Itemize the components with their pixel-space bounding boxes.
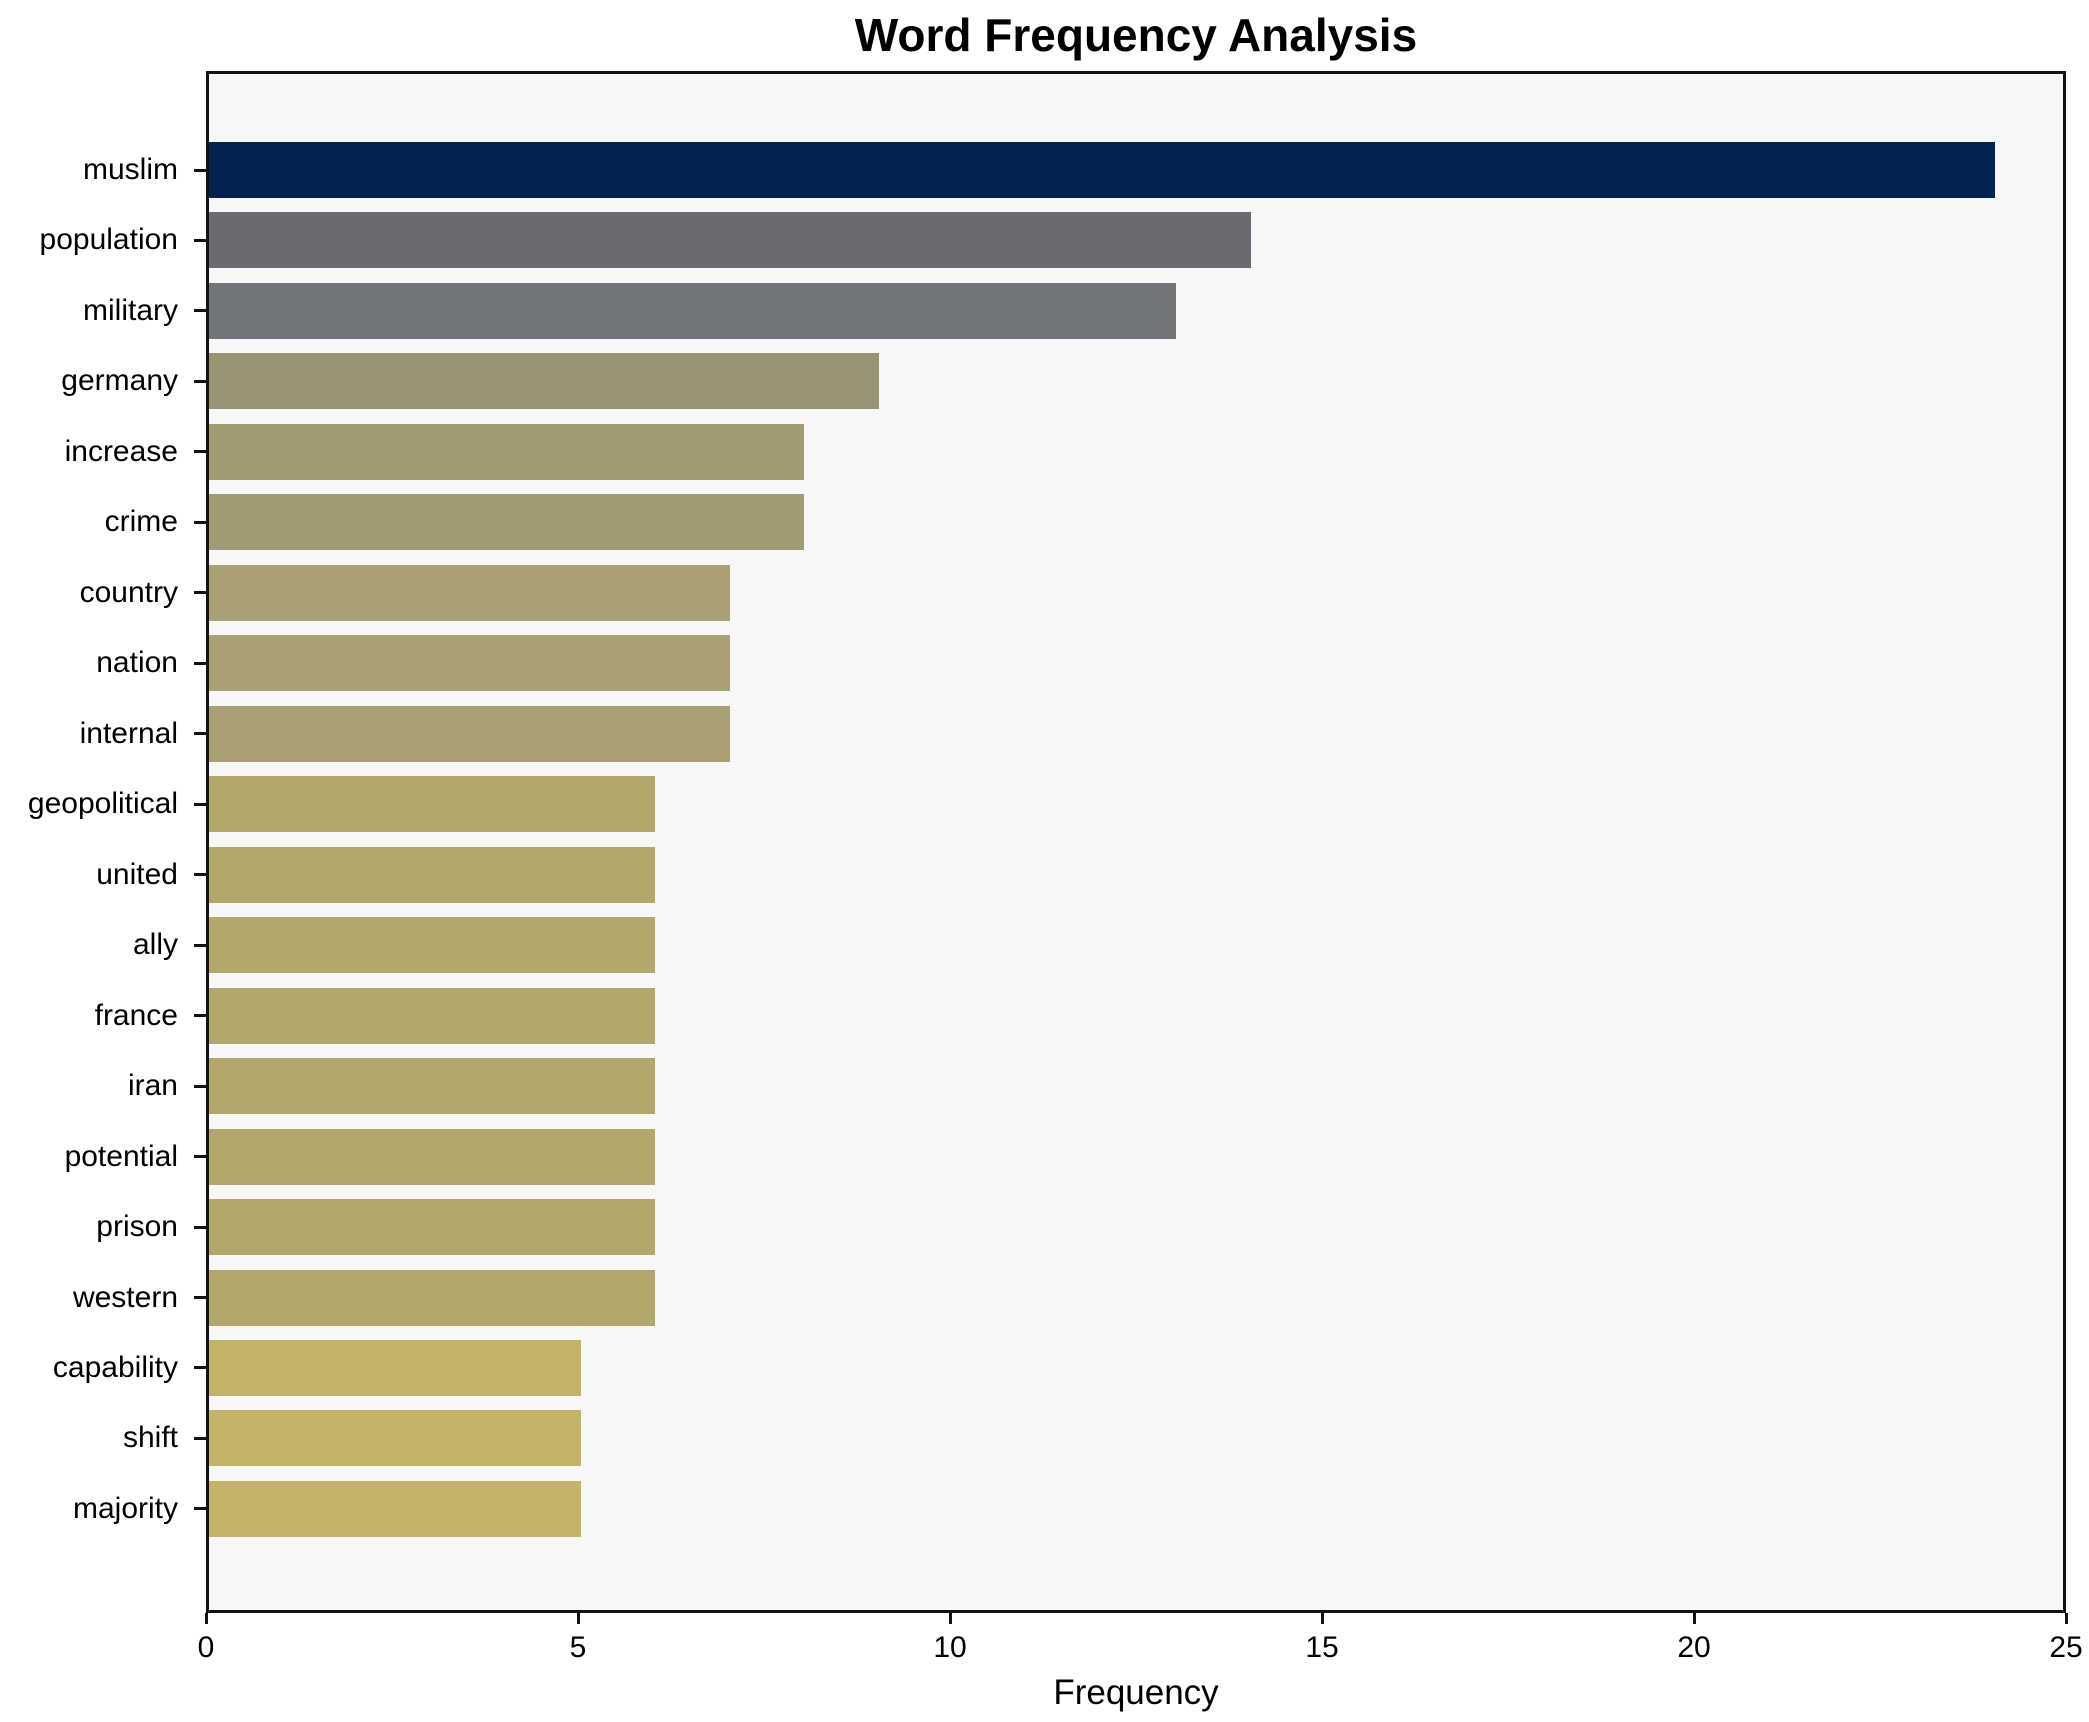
y-tick-label-capability: capability <box>52 1350 178 1384</box>
y-tick-label-crime: crime <box>104 505 178 539</box>
y-tick-mark <box>194 1436 206 1440</box>
y-tick-mark <box>194 802 206 806</box>
bar-prison <box>209 1199 656 1256</box>
bar-iran <box>209 1058 656 1115</box>
y-tick-mark <box>194 1366 206 1370</box>
bar-united <box>209 846 656 903</box>
y-tick-label-united: united <box>96 857 178 891</box>
y-tick-label-geopolitical: geopolitical <box>27 787 178 821</box>
bar-capability <box>209 1339 581 1396</box>
bar-potential <box>209 1128 656 1185</box>
y-tick-mark <box>194 1296 206 1300</box>
bar-increase <box>209 423 805 480</box>
y-tick-mark <box>194 591 206 595</box>
y-tick-label-muslim: muslim <box>83 153 178 186</box>
bar-nation <box>209 635 730 692</box>
y-tick-mark <box>194 379 206 383</box>
x-tick-mark <box>576 1613 580 1624</box>
y-tick-mark <box>194 873 206 877</box>
bar-country <box>209 564 730 621</box>
y-tick-mark <box>194 1084 206 1088</box>
y-tick-label-internal: internal <box>79 716 178 750</box>
bar-population <box>209 212 1251 269</box>
y-tick-mark <box>194 450 206 454</box>
x-tick-label-0: 0 <box>197 1631 215 1664</box>
bar-ally <box>209 917 656 974</box>
x-tick-mark <box>1692 1613 1696 1624</box>
y-tick-mark <box>194 238 206 242</box>
y-tick-label-country: country <box>79 575 178 609</box>
y-tick-label-shift: shift <box>122 1421 178 1455</box>
bar-western <box>209 1269 656 1326</box>
bar-military <box>209 282 1177 339</box>
x-tick-mark <box>2064 1613 2068 1624</box>
bar-internal <box>209 705 730 762</box>
y-tick-label-western: western <box>72 1280 178 1314</box>
y-tick-mark <box>194 1507 206 1511</box>
x-tick-mark <box>1320 1613 1324 1624</box>
x-tick-label-5: 5 <box>569 1631 587 1664</box>
y-tick-mark <box>194 1014 206 1018</box>
x-tick-mark <box>204 1613 208 1624</box>
y-tick-mark <box>194 309 206 313</box>
x-tick-mark <box>948 1613 952 1624</box>
x-tick-label-15: 15 <box>1305 1631 1339 1664</box>
y-tick-label-majority: majority <box>72 1491 178 1525</box>
y-tick-label-iran: iran <box>127 1069 178 1103</box>
y-tick-label-potential: potential <box>64 1139 178 1173</box>
bar-france <box>209 987 656 1044</box>
y-tick-label-ally: ally <box>132 928 178 962</box>
y-tick-mark <box>194 520 206 524</box>
y-tick-mark <box>194 168 206 172</box>
y-tick-mark <box>194 732 206 736</box>
bar-muslim <box>209 142 1995 198</box>
y-tick-label-prison: prison <box>96 1210 178 1244</box>
x-tick-label-10: 10 <box>933 1631 967 1664</box>
y-tick-label-germany: germany <box>61 364 178 398</box>
bar-majority <box>209 1480 581 1537</box>
y-tick-mark <box>194 1225 206 1229</box>
plot-area <box>206 71 2066 1613</box>
x-tick-label-25: 25 <box>2049 1631 2083 1664</box>
x-tick-label-20: 20 <box>1677 1631 1711 1664</box>
y-tick-mark <box>194 943 206 947</box>
bar-germany <box>209 353 879 410</box>
y-tick-label-nation: nation <box>96 646 178 680</box>
y-tick-label-military: military <box>83 293 178 327</box>
y-tick-mark <box>194 1155 206 1159</box>
bar-shift <box>209 1410 581 1467</box>
y-tick-mark <box>194 661 206 665</box>
y-tick-label-population: population <box>39 223 178 257</box>
y-tick-label-france: france <box>94 998 178 1032</box>
x-axis-label: Frequency <box>1053 1673 1219 1712</box>
y-tick-label-increase: increase <box>64 434 178 468</box>
bar-geopolitical <box>209 776 656 833</box>
bar-crime <box>209 494 805 551</box>
chart-title: Word Frequency Analysis <box>854 9 1418 61</box>
